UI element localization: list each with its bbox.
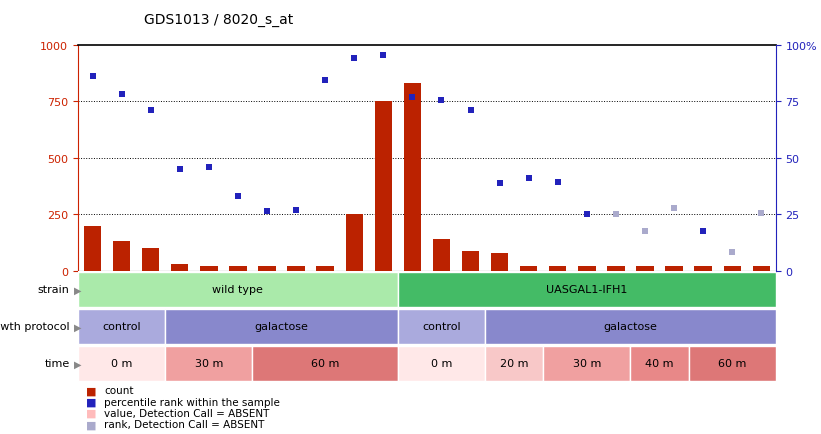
- Bar: [544, 346, 631, 381]
- Point: [551, 179, 564, 186]
- Bar: [695, 267, 712, 271]
- Bar: [631, 346, 689, 381]
- Text: 30 m: 30 m: [195, 358, 223, 368]
- Text: ■: ■: [86, 386, 97, 395]
- Point: [406, 94, 419, 101]
- Bar: [374, 102, 392, 271]
- Bar: [142, 249, 159, 271]
- Text: time: time: [44, 358, 70, 368]
- Text: 60 m: 60 m: [718, 358, 746, 368]
- Bar: [520, 267, 538, 271]
- Text: 0 m: 0 m: [111, 358, 132, 368]
- Point: [115, 92, 128, 99]
- Point: [260, 208, 273, 215]
- Bar: [485, 309, 776, 344]
- Point: [667, 204, 681, 211]
- Point: [522, 175, 535, 182]
- Bar: [485, 346, 544, 381]
- Point: [754, 210, 768, 217]
- Bar: [78, 309, 165, 344]
- Text: ■: ■: [86, 397, 97, 407]
- Point: [696, 228, 709, 235]
- Bar: [398, 346, 485, 381]
- Text: percentile rank within the sample: percentile rank within the sample: [104, 397, 280, 407]
- Bar: [229, 267, 246, 271]
- Bar: [608, 267, 625, 271]
- Point: [173, 166, 186, 173]
- Point: [86, 74, 99, 81]
- Text: galactose: galactose: [255, 322, 309, 332]
- Bar: [665, 267, 683, 271]
- Text: control: control: [422, 322, 461, 332]
- Text: galactose: galactose: [603, 322, 658, 332]
- Point: [580, 211, 594, 218]
- Bar: [549, 267, 566, 271]
- Point: [377, 52, 390, 59]
- Text: 60 m: 60 m: [311, 358, 339, 368]
- Text: 0 m: 0 m: [431, 358, 452, 368]
- Text: ■: ■: [86, 420, 97, 429]
- Point: [464, 108, 477, 115]
- Text: count: count: [104, 386, 134, 395]
- Bar: [433, 240, 450, 271]
- Text: 30 m: 30 m: [573, 358, 601, 368]
- Bar: [287, 267, 305, 271]
- Point: [202, 164, 215, 171]
- Bar: [84, 226, 101, 271]
- Text: ▶: ▶: [74, 322, 81, 332]
- Bar: [636, 267, 654, 271]
- Bar: [165, 346, 253, 381]
- Bar: [578, 267, 595, 271]
- Bar: [78, 346, 165, 381]
- Text: control: control: [103, 322, 141, 332]
- Text: growth protocol: growth protocol: [0, 322, 70, 332]
- Bar: [346, 215, 363, 271]
- Bar: [753, 267, 770, 271]
- Point: [290, 207, 303, 214]
- Text: strain: strain: [38, 285, 70, 295]
- Text: value, Detection Call = ABSENT: value, Detection Call = ABSENT: [104, 408, 269, 418]
- Bar: [398, 272, 776, 307]
- Bar: [253, 346, 398, 381]
- Bar: [723, 267, 741, 271]
- Text: ▶: ▶: [74, 285, 81, 295]
- Text: UASGAL1-IFH1: UASGAL1-IFH1: [546, 285, 627, 295]
- Bar: [398, 309, 485, 344]
- Bar: [171, 264, 189, 271]
- Bar: [259, 267, 276, 271]
- Text: ▶: ▶: [74, 358, 81, 368]
- Text: 20 m: 20 m: [500, 358, 529, 368]
- Bar: [200, 267, 218, 271]
- Point: [609, 211, 622, 218]
- Text: ■: ■: [86, 408, 97, 418]
- Text: rank, Detection Call = ABSENT: rank, Detection Call = ABSENT: [104, 420, 264, 429]
- Point: [347, 56, 360, 62]
- Bar: [689, 346, 776, 381]
- Text: GDS1013 / 8020_s_at: GDS1013 / 8020_s_at: [144, 13, 293, 26]
- Bar: [491, 253, 508, 271]
- Bar: [316, 267, 334, 271]
- Text: wild type: wild type: [213, 285, 264, 295]
- Point: [144, 108, 158, 115]
- Bar: [404, 84, 421, 271]
- Bar: [78, 272, 398, 307]
- Bar: [165, 309, 398, 344]
- Point: [639, 228, 652, 235]
- Bar: [113, 242, 131, 271]
- Point: [726, 249, 739, 256]
- Point: [435, 97, 448, 104]
- Point: [319, 77, 332, 84]
- Text: 40 m: 40 m: [645, 358, 674, 368]
- Point: [493, 180, 507, 187]
- Point: [232, 193, 245, 200]
- Bar: [461, 251, 479, 271]
